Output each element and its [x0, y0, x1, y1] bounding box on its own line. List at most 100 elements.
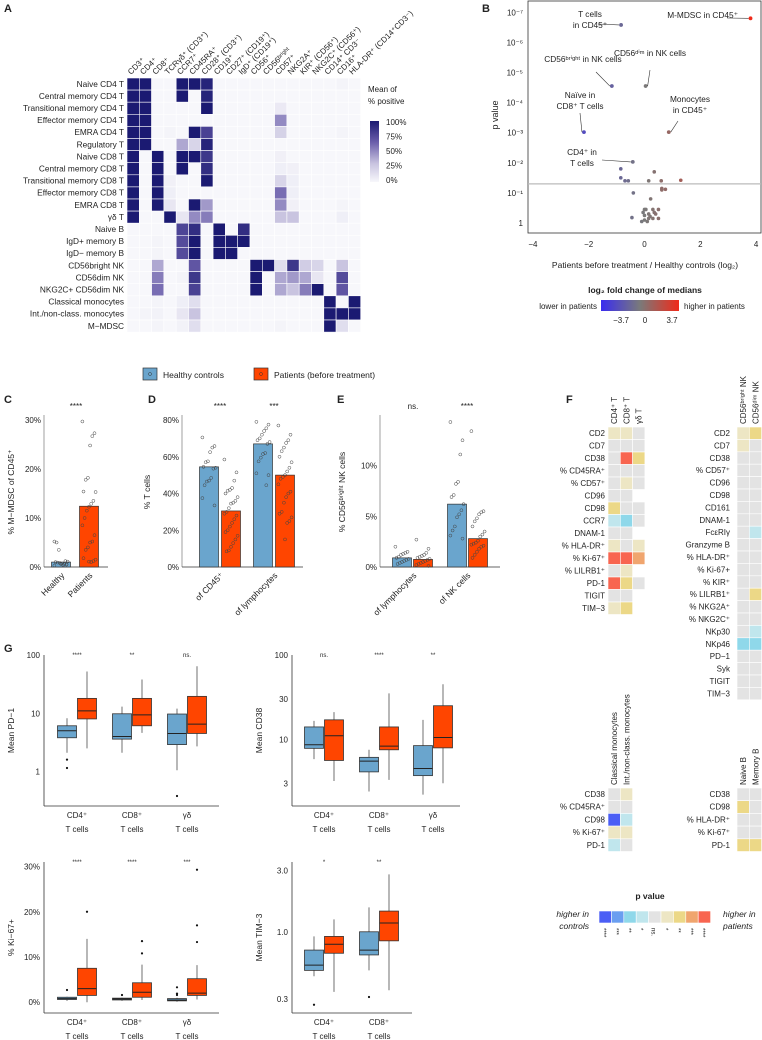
y-tick: 3	[284, 779, 289, 788]
legend-title: Mean of	[368, 85, 398, 94]
heatmap-cell	[126, 271, 140, 285]
point-label-line: Naïve in	[565, 90, 596, 100]
heatmap-cell	[348, 295, 361, 309]
heatmap-cell	[298, 101, 312, 115]
heatmap-cell	[335, 295, 349, 309]
box-patient	[77, 967, 97, 996]
heatmap-cell	[188, 319, 202, 333]
heatmap-cell	[736, 787, 750, 801]
column-label: Int./non-class. monocytes	[622, 694, 631, 785]
data-point	[480, 532, 485, 537]
bar-control	[392, 557, 412, 568]
heatmap-cell	[225, 271, 238, 285]
heatmap-cell	[619, 464, 633, 478]
heatmap-cell	[126, 259, 140, 272]
bar-patient	[221, 510, 241, 568]
data-point	[479, 544, 484, 549]
data-point	[209, 476, 213, 480]
row-label: % HLA-DR⁺	[687, 815, 730, 824]
legend-swatch-label: **	[625, 928, 631, 933]
heatmap-cell	[607, 451, 621, 465]
data-point	[90, 434, 95, 438]
data-point	[426, 564, 431, 568]
heatmap-cell	[323, 138, 337, 151]
data-point	[276, 423, 281, 428]
heatmap-cell	[163, 235, 177, 248]
heatmap-cell	[607, 576, 621, 590]
heatmap-cell	[225, 319, 238, 333]
heatmap-cell	[151, 283, 165, 297]
heatmap-cell	[607, 601, 621, 615]
row-label: CD38	[585, 790, 606, 799]
heatmap-cell	[126, 307, 140, 321]
heatmap-cell	[619, 813, 633, 827]
heatmap-cell	[736, 513, 750, 527]
y-axis-label: Mean TIM−3	[254, 913, 264, 961]
heatmap-cell	[200, 319, 214, 333]
heatmap-cell	[286, 186, 300, 200]
heatmap-cell	[151, 259, 165, 272]
data-point	[453, 524, 457, 529]
heatmap-cell	[261, 307, 275, 321]
legend-left: controls	[559, 921, 590, 931]
data-point	[65, 559, 70, 564]
column-label: CD56ᵇʳⁱᵍʰᵗ NK	[739, 375, 748, 424]
heatmap-cell	[298, 235, 312, 248]
heatmap-cell	[175, 222, 189, 236]
data-point	[230, 521, 234, 525]
heatmap-cell	[225, 101, 238, 115]
heatmap-cell	[736, 674, 750, 688]
y-tick: 5%	[365, 512, 377, 521]
heatmap-cell	[286, 319, 300, 333]
heatmap-cell	[212, 283, 226, 297]
heatmap-cell	[323, 89, 337, 103]
heatmap-cell	[151, 247, 165, 260]
legend-swatch-label: ***	[612, 928, 618, 936]
heatmap-cell	[323, 247, 337, 260]
heatmap-cell	[237, 247, 251, 260]
heatmap-cell	[298, 162, 312, 176]
heatmap-cell	[607, 476, 621, 490]
heatmap-cell	[261, 162, 275, 176]
data-point	[82, 516, 87, 520]
row-label: Naive CD8 T	[77, 151, 124, 161]
heatmap-cell	[748, 813, 762, 827]
legend-title: % positive	[368, 97, 405, 106]
heatmap-cell	[748, 838, 762, 852]
y-tick: 100	[27, 651, 41, 660]
row-label: CD96	[710, 479, 731, 488]
heatmap-cell	[311, 89, 325, 103]
heatmap-cell	[323, 114, 337, 127]
data-point	[80, 419, 85, 424]
data-point	[659, 188, 664, 192]
outlier-point	[195, 940, 199, 944]
x-tick: CD8⁺	[122, 1018, 142, 1027]
box-control	[112, 713, 132, 740]
data-point	[212, 444, 217, 448]
heatmap-cell	[261, 210, 275, 224]
panel-label-g: G	[4, 643, 13, 655]
heatmap-cell	[225, 222, 238, 236]
data-point	[227, 506, 231, 510]
heatmap-cell	[607, 526, 621, 540]
heatmap-cell	[748, 550, 762, 564]
y-tick: 0.3	[277, 995, 289, 1004]
heatmap-cell	[335, 89, 349, 103]
heatmap-cell	[619, 787, 633, 801]
heatmap-cell	[151, 198, 165, 212]
data-point	[86, 545, 90, 550]
heatmap-cell	[225, 138, 238, 151]
heatmap-cell	[607, 589, 621, 603]
heatmap-cell	[261, 77, 275, 91]
heatmap-cell	[274, 101, 288, 115]
x-tick: CD4⁺	[67, 811, 87, 820]
heatmap-cell	[736, 463, 750, 477]
data-point	[211, 466, 216, 471]
labeled-point	[643, 84, 648, 88]
heatmap-cell	[237, 186, 251, 200]
legend-swatch	[598, 910, 612, 924]
heatmap-cell	[335, 307, 349, 321]
heatmap-cell	[237, 283, 251, 297]
heatmap-cell	[139, 271, 152, 285]
row-label: CD161	[705, 503, 730, 512]
